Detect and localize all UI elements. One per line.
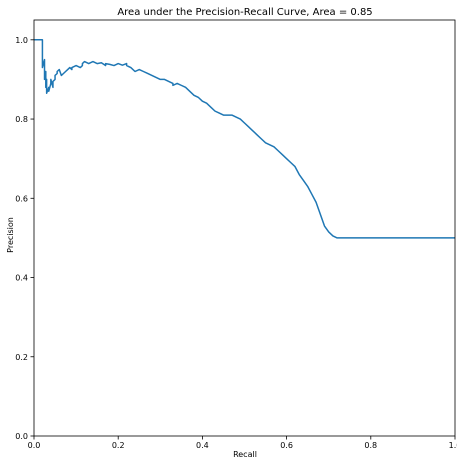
y-axis-label: Precision [6,217,15,253]
x-axis: 0.0 0.2 0.4 0.6 0.8 1.0 [28,436,457,450]
y-tick-label: 1.0 [15,36,28,45]
y-tick-label: 0.6 [15,194,28,203]
x-tick-label: 0.8 [364,441,377,450]
x-tick-label: 0.6 [280,441,293,450]
plot-frame [33,19,456,437]
x-tick-label: 1.0 [449,441,457,450]
x-tick-label: 0.4 [196,441,209,450]
y-axis: 0.0 0.2 0.4 0.6 0.8 1.0 [15,36,34,441]
y-tick-label: 0.0 [15,432,28,441]
x-axis-label: Recall [233,450,257,459]
y-tick-label: 0.2 [15,353,28,362]
plot-area [33,19,456,437]
y-tick-label: 0.8 [15,115,28,124]
pr-curve-line [34,39,455,239]
y-tick-label: 0.4 [15,274,28,283]
chart-title: Area under the Precision-Recall Curve, A… [117,7,372,18]
x-tick-label: 0.2 [112,441,125,450]
x-tick-label: 0.0 [28,441,41,450]
